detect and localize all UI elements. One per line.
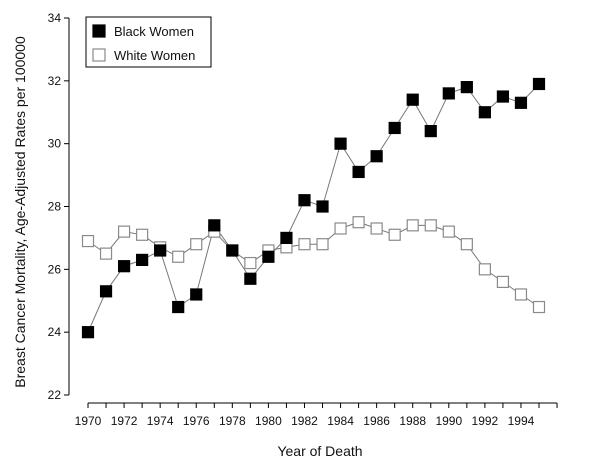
x-axis-title: Year of Death: [277, 443, 362, 459]
black-women-point: [370, 150, 383, 163]
x-tick-label: 1974: [147, 414, 174, 428]
y-tick-label: 30: [48, 137, 62, 151]
white-women-point: [388, 228, 401, 241]
white-women-point: [81, 234, 95, 248]
black-women-point: [388, 121, 401, 135]
x-tick-label: 1980: [255, 414, 282, 428]
legend-marker: [92, 48, 106, 62]
x-tick-label: 1986: [363, 414, 390, 428]
x-tick-label: 1972: [111, 414, 138, 428]
x-tick-label: 1988: [399, 414, 426, 428]
y-tick-label: 32: [48, 74, 62, 88]
black-women-point: [81, 326, 95, 339]
black-women-point: [352, 165, 365, 179]
legend-label: Black Women: [114, 24, 194, 39]
black-women-point: [514, 96, 528, 109]
black-women-point: [334, 137, 347, 150]
black-women-point: [280, 231, 293, 245]
black-women-point: [190, 288, 203, 301]
white-women-point: [352, 216, 365, 229]
white-women-point: [298, 238, 311, 251]
x-tick-label: 1994: [508, 414, 535, 428]
black-women-point: [406, 93, 419, 106]
black-women-point: [244, 272, 257, 285]
black-women-point: [496, 90, 510, 103]
black-women-point: [208, 219, 221, 232]
y-tick-label: 34: [48, 11, 62, 25]
x-tick-label: 1978: [219, 414, 246, 428]
series-lines: [87, 83, 540, 333]
x-tick-label: 1970: [75, 414, 102, 428]
black-women-point: [154, 244, 167, 257]
white-women-point: [172, 250, 185, 263]
x-tick-label: 1982: [291, 414, 318, 428]
black-women-point: [442, 87, 455, 100]
y-tick-label: 22: [48, 388, 62, 402]
white-women-point: [496, 275, 510, 288]
black-women-point: [532, 77, 546, 91]
white-women-point: [514, 288, 528, 301]
white-women-point: [99, 247, 113, 260]
black-women-point: [478, 106, 491, 119]
black-women-point: [226, 244, 239, 257]
white-women-point: [334, 222, 347, 235]
black-women-line: [87, 83, 540, 333]
white-women-point: [244, 256, 257, 270]
black-women-point: [262, 250, 275, 263]
white-women-point: [370, 222, 383, 235]
black-women-point: [460, 81, 473, 94]
white-women-point: [406, 219, 419, 232]
black-women-point: [316, 200, 329, 213]
white-women-point: [316, 238, 329, 251]
y-tick-label: 24: [48, 325, 62, 339]
x-tick-label: 1992: [472, 414, 499, 428]
white-women-point: [117, 225, 131, 238]
x-tick-label: 1976: [183, 414, 210, 428]
black-women-point: [298, 194, 311, 207]
white-women-point: [532, 300, 546, 314]
y-tick-label: 28: [48, 200, 62, 214]
y-axis-title: Breast Cancer Mortality, Age-Adjusted Ra…: [12, 36, 28, 388]
white-women-point: [442, 225, 455, 238]
white-women-point: [190, 238, 203, 251]
black-women-point: [117, 260, 131, 273]
x-tick-label: 1990: [435, 414, 462, 428]
black-women-point: [136, 253, 149, 267]
legend-marker: [92, 24, 106, 38]
axes: 22 24 26 28 30 32 34 1970 1972 1974 1976 1978 1980 19…: [48, 11, 558, 428]
black-women-point: [99, 285, 113, 298]
white-women-point: [424, 219, 437, 232]
white-women-line: [87, 221, 540, 308]
legend-box: [85, 16, 212, 68]
black-women-point: [172, 300, 185, 314]
legend-label: White Women: [114, 48, 195, 63]
black-women-point: [424, 124, 437, 138]
series-markers: [81, 77, 546, 339]
white-women-point: [136, 228, 149, 241]
x-tick-label: 1984: [327, 414, 354, 428]
white-women-point: [460, 238, 473, 251]
white-women-point: [478, 263, 491, 276]
legend: Black Women White Women: [85, 16, 212, 68]
y-tick-label: 26: [48, 262, 62, 276]
